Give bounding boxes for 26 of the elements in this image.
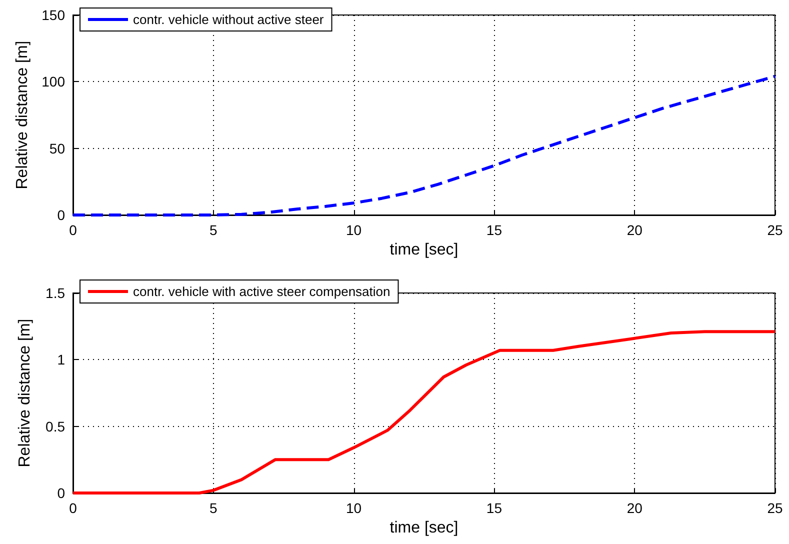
y-tick-label: 0 [57,485,66,501]
y-tick-label: 1 [57,352,66,368]
x-tick-label: 10 [346,500,362,516]
y-tick-label: 150 [42,7,66,23]
legend-label: contr. vehicle with active steer compensation [133,284,390,299]
x-tick-label: 10 [346,222,362,238]
x-tick-label: 15 [486,500,502,516]
x-tick-label: 15 [486,222,502,238]
legend-label: contr. vehicle without active steer [133,12,324,27]
x-tick-label: 5 [210,222,218,238]
x-tick-label: 25 [767,500,783,516]
x-tick-label: 25 [767,222,783,238]
x-axis-title: time [sec] [390,241,458,258]
x-tick-label: 20 [626,222,643,238]
y-axis-title: Relative distance [m] [16,318,34,468]
y-tick-label: 100 [42,74,66,90]
x-tick-label: 0 [69,222,78,238]
y-axis-title: Relative distance [m] [14,40,32,190]
y-tick-label: 0 [57,207,66,223]
x-axis-title: time [sec] [390,519,458,536]
y-tick-label: 0.5 [46,418,66,434]
x-tick-label: 20 [626,500,643,516]
x-tick-label: 0 [69,500,78,516]
y-tick-label: 1.5 [46,285,66,301]
y-tick-label: 50 [49,140,66,156]
x-tick-label: 5 [210,500,218,516]
